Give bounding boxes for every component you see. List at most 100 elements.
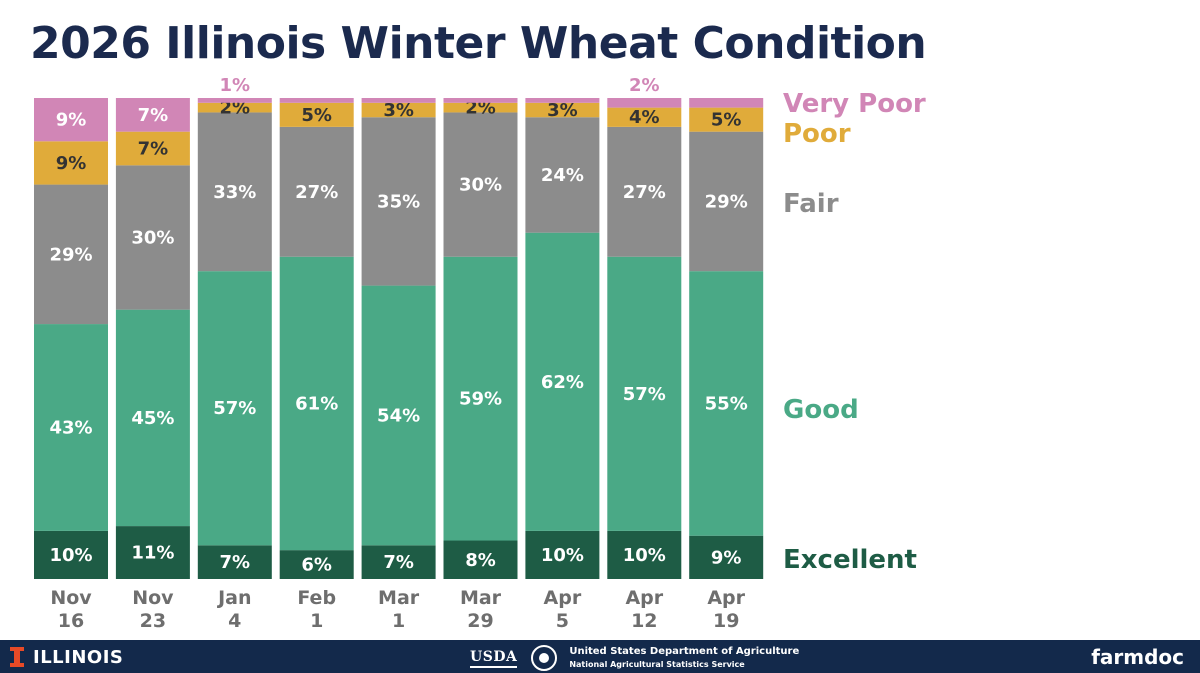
bar-segment-fair <box>115 165 190 310</box>
data-label: 5% <box>711 110 742 131</box>
bar-segment-very-poor <box>607 98 682 108</box>
bar-segment-very-poor <box>361 98 436 103</box>
bar-segment-very-poor <box>279 98 354 103</box>
footer-divider <box>0 637 1200 640</box>
bar-segment-excellent <box>34 530 108 579</box>
legend-entry: Good <box>783 395 859 425</box>
data-label: 10% <box>49 545 92 566</box>
nass-seal-icon <box>531 645 558 671</box>
bar-segment-poor <box>197 102 272 113</box>
data-label: 7% <box>220 552 251 573</box>
illinois-block-i-icon <box>10 647 24 667</box>
data-label: 7% <box>138 105 169 126</box>
legend-entry: Very Poor <box>783 89 926 119</box>
bar-segment-excellent <box>279 550 354 579</box>
farmdoc-logo: farmdoc <box>1091 645 1184 669</box>
bar-segment-excellent <box>443 540 518 579</box>
data-label: 33% <box>213 182 256 203</box>
bar-segment-excellent <box>361 545 436 579</box>
data-label: 43% <box>49 417 92 438</box>
bar-segment-good <box>525 232 600 531</box>
data-label: 6% <box>301 555 332 576</box>
bar-segment-excellent <box>115 526 190 579</box>
x-tick-label: Nov <box>50 587 92 609</box>
footer-bar: ILLINOIS USDA United States Department o… <box>0 640 1200 673</box>
bar-segment-good <box>197 271 272 546</box>
data-label: 8% <box>465 550 496 571</box>
x-tick-label: Apr <box>544 587 582 609</box>
bar-segment-fair <box>525 117 600 233</box>
data-label: 24% <box>541 165 584 186</box>
data-label: 9% <box>56 110 87 131</box>
data-label: 61% <box>295 393 338 414</box>
bar-segment-poor <box>34 141 108 185</box>
data-label: 57% <box>623 384 666 405</box>
legend-entry: Fair <box>783 189 839 219</box>
chart-title: 2026 Illinois Winter Wheat Condition <box>30 18 927 69</box>
bar-segment-very-poor <box>525 98 600 103</box>
bar-segment-fair <box>279 126 354 257</box>
data-label: 62% <box>541 372 584 393</box>
bar-segment-fair <box>361 117 436 286</box>
bar-segment-very-poor <box>115 98 190 132</box>
bar-segment-good <box>115 309 190 527</box>
bar-segment-good <box>279 256 354 551</box>
x-tick-label: 23 <box>140 610 166 632</box>
bar-segment-poor <box>115 131 190 166</box>
data-label: 29% <box>49 244 92 265</box>
data-label: 27% <box>623 182 666 203</box>
x-tick-label: 5 <box>556 610 569 632</box>
data-label: 4% <box>629 107 660 128</box>
x-tick-label: 12 <box>631 610 657 632</box>
bar-segment-fair <box>443 112 518 257</box>
data-label: 30% <box>131 227 174 248</box>
illinois-logo: ILLINOIS <box>10 644 123 670</box>
data-label: 54% <box>377 405 420 426</box>
bar-segment-good <box>34 324 108 531</box>
usda-nass-logo: USDA United States Department of Agricul… <box>470 644 799 672</box>
usda-agency-name: United States Department of Agriculture <box>569 646 800 657</box>
bar-segment-good <box>607 256 682 531</box>
data-label: 3% <box>383 100 414 121</box>
bar-segment-good <box>443 256 518 541</box>
x-tick-label: 29 <box>467 610 493 632</box>
x-tick-label: Mar <box>460 587 502 609</box>
data-label: 2% <box>629 75 660 96</box>
bar-segment-poor <box>361 102 436 118</box>
data-label: 35% <box>377 191 420 212</box>
x-tick-label: 1 <box>392 610 405 632</box>
data-label: 29% <box>705 191 748 212</box>
bar-segment-fair <box>34 184 108 325</box>
x-tick-label: Mar <box>378 587 420 609</box>
bar-segment-good <box>689 271 764 536</box>
data-label: 55% <box>705 393 748 414</box>
bar-segment-fair <box>607 126 682 257</box>
data-label: 57% <box>213 398 256 419</box>
bar-segment-excellent <box>607 530 682 579</box>
bar-segment-poor <box>443 102 518 113</box>
illinois-wordmark: ILLINOIS <box>33 646 124 668</box>
bar-segment-fair <box>689 131 764 272</box>
bar-segment-poor <box>525 102 600 118</box>
data-label: 30% <box>459 175 502 196</box>
x-tick-label: Apr <box>707 587 745 609</box>
legend-entry: Excellent <box>783 545 917 575</box>
legend-entry: Poor <box>783 119 851 149</box>
bar-segment-very-poor <box>443 98 518 103</box>
x-tick-label: Feb <box>297 587 336 609</box>
x-tick-label: Apr <box>625 587 663 609</box>
data-label: 5% <box>301 105 332 126</box>
data-label: 9% <box>711 547 742 568</box>
data-label: 7% <box>138 139 169 160</box>
nass-agency-name: National Agricultural Statistics Service <box>569 660 745 669</box>
x-tick-label: Nov <box>132 587 174 609</box>
x-tick-label: 4 <box>228 610 241 632</box>
bar-segment-excellent <box>525 530 600 579</box>
data-label: 11% <box>131 543 174 564</box>
bar-segment-very-poor <box>34 98 108 142</box>
stacked-bar-chart: 10%43%29%9%9%Nov1611%45%30%7%7%Nov237%57… <box>34 75 926 632</box>
data-label: 59% <box>459 389 502 410</box>
data-label: 27% <box>295 182 338 203</box>
bar-segment-excellent <box>197 545 272 579</box>
data-label: 10% <box>623 545 666 566</box>
